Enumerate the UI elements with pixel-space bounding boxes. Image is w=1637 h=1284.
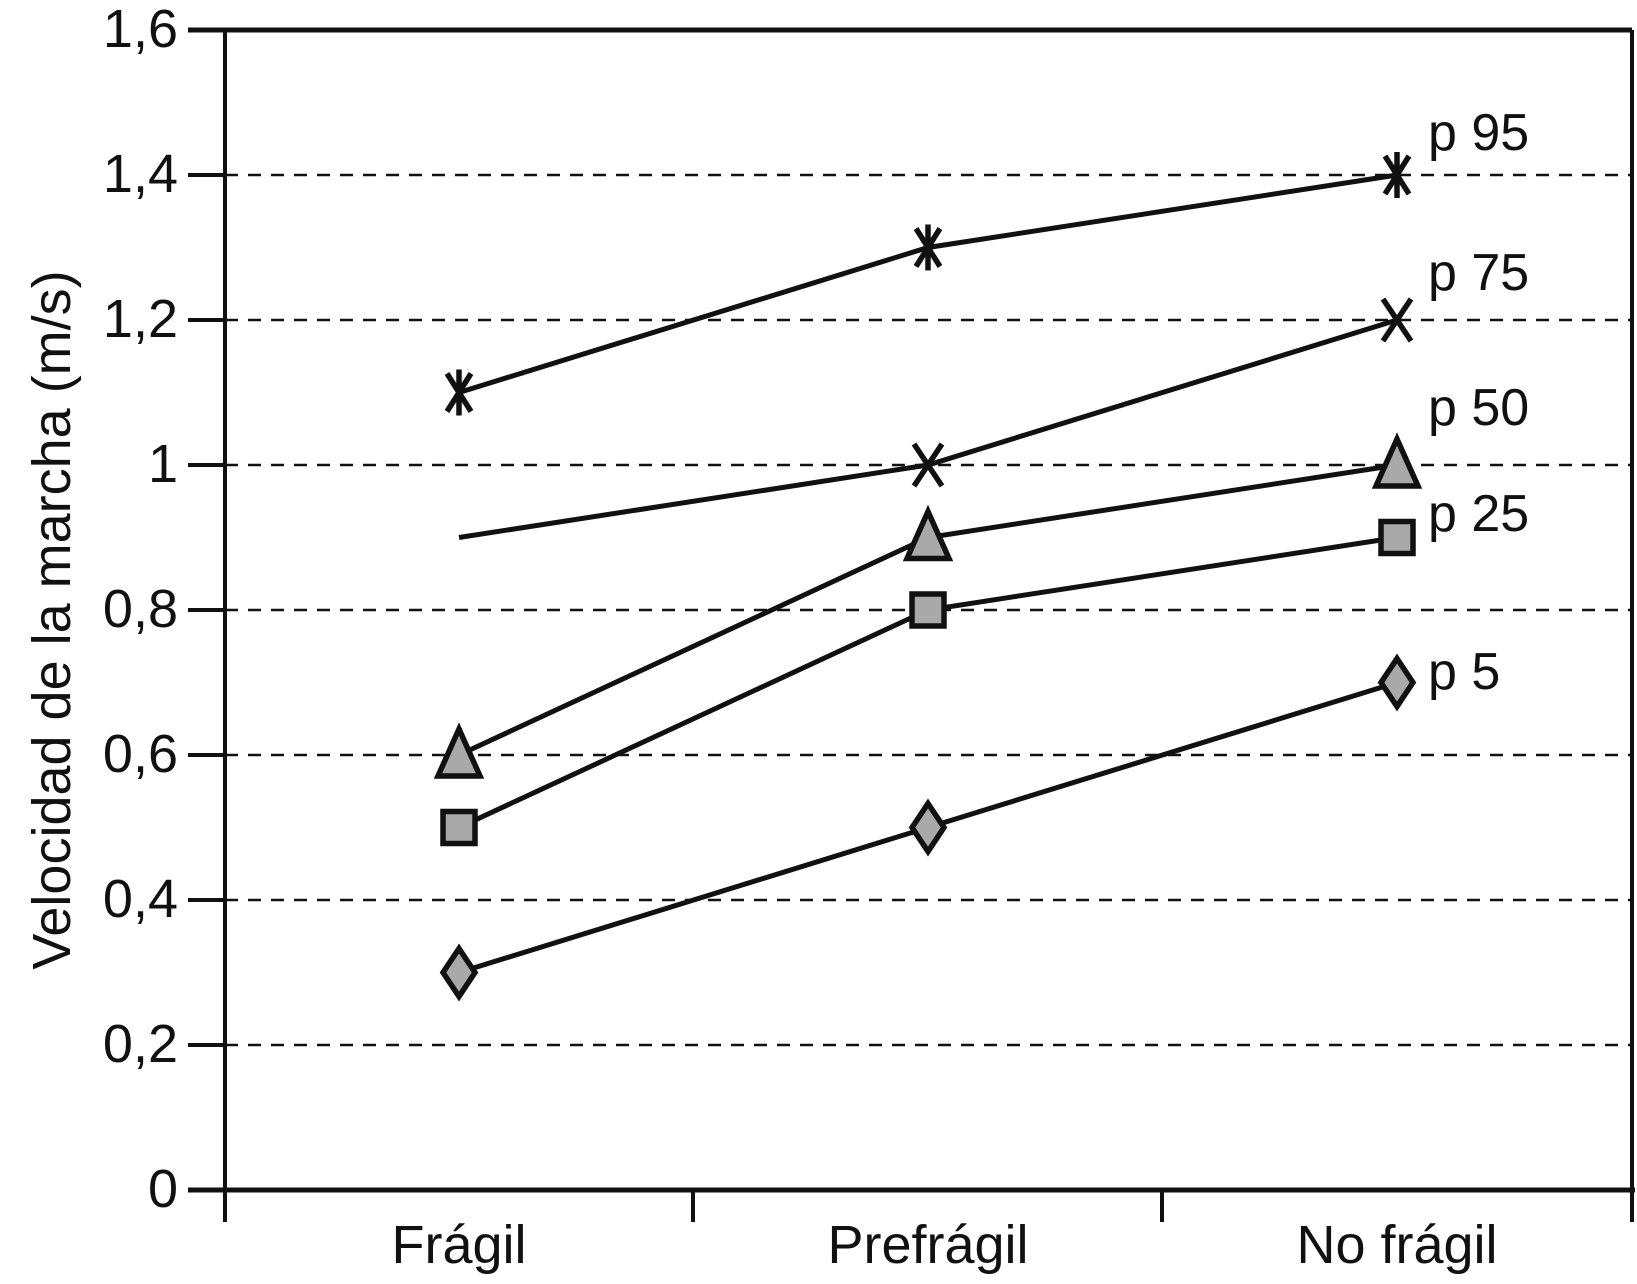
y-tick-label-0,4: 0,4 bbox=[102, 869, 178, 929]
series-label-p-95: p 95 bbox=[1428, 104, 1530, 162]
y-tick-label-0: 0 bbox=[147, 1159, 178, 1219]
marker-p-50-prefragil bbox=[902, 504, 954, 562]
marker-p-50-no-fragil bbox=[1371, 432, 1423, 489]
series-label-p-25: p 25 bbox=[1428, 485, 1530, 543]
marker-p-25-fragil bbox=[440, 808, 478, 847]
series-line-p-25 bbox=[457, 535, 1398, 830]
x-category-label-no-fragil: No frágil bbox=[1296, 1215, 1498, 1275]
series-label-p-5: p 5 bbox=[1428, 643, 1501, 701]
marker-p-5-fragil bbox=[439, 943, 479, 1002]
y-tick-label-1,6: 1,6 bbox=[102, 0, 178, 59]
series-label-p-75: p 75 bbox=[1428, 244, 1530, 302]
marker-p-95-no-fragil bbox=[1382, 152, 1412, 198]
marker-p-5-prefragil bbox=[908, 798, 948, 857]
y-tick-label-0,6: 0,6 bbox=[102, 724, 178, 784]
y-tick-label-0,2: 0,2 bbox=[102, 1014, 178, 1074]
marker-p-95-prefragil bbox=[913, 224, 943, 271]
y-tick-label-0,8: 0,8 bbox=[102, 579, 178, 639]
marker-p-5-no-fragil bbox=[1377, 653, 1417, 712]
marker-p-75-prefragil bbox=[911, 442, 945, 488]
y-tick-label-1: 1 bbox=[147, 434, 178, 494]
y-tick-label-1,2: 1,2 bbox=[102, 289, 178, 349]
marker-p-75-no-fragil bbox=[1380, 297, 1414, 343]
series-line-p-95 bbox=[458, 172, 1398, 395]
x-category-label-prefragil: Prefrágil bbox=[827, 1215, 1029, 1275]
marker-p-95-fragil bbox=[444, 369, 474, 416]
marker-p-25-no-fragil bbox=[1378, 518, 1416, 557]
x-category-label-fragil: Frágil bbox=[391, 1215, 527, 1275]
y-tick-label-1,4: 1,4 bbox=[102, 144, 178, 204]
series-label-p-50: p 50 bbox=[1428, 379, 1530, 437]
marker-p-50-fragil bbox=[433, 722, 485, 779]
marker-p-25-prefragil bbox=[909, 591, 947, 629]
